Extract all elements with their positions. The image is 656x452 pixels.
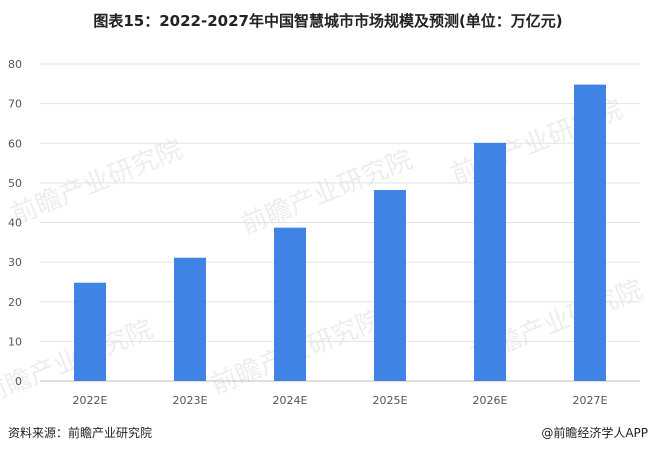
bar-2025E <box>374 190 406 381</box>
source-note: 资料来源：前瞻产业研究院 <box>8 426 153 440</box>
y-tick-label: 80 <box>8 58 22 71</box>
chart-title: 图表15：2022-2027年中国智慧城市市场规模及预测(单位：万亿元) <box>93 12 563 30</box>
x-tick-label: 2024E <box>273 394 308 407</box>
x-tick-label: 2027E <box>573 394 608 407</box>
bar-2024E <box>274 227 306 381</box>
y-tick-label: 40 <box>8 217 22 230</box>
y-tick-label: 10 <box>8 335 22 348</box>
brand-note: @前瞻经济学人APP <box>541 426 648 440</box>
x-tick-label: 2025E <box>373 394 408 407</box>
y-tick-label: 30 <box>8 256 22 269</box>
y-axis-ticks: 0 10 20 30 40 50 60 70 80 <box>8 58 22 388</box>
x-tick-label: 2022E <box>73 394 108 407</box>
bar-2022E <box>74 282 106 381</box>
bar-2023E <box>174 257 206 381</box>
x-axis-ticks: 2022E 2023E 2024E 2025E 2026E 2027E <box>73 394 608 407</box>
y-tick-label: 20 <box>8 296 22 309</box>
grid-lines <box>40 63 640 382</box>
bar-2027E <box>574 84 606 381</box>
x-tick-label: 2023E <box>173 394 208 407</box>
y-tick-label: 0 <box>15 375 22 388</box>
y-tick-label: 60 <box>8 137 22 150</box>
bar-2026E <box>474 142 506 381</box>
y-tick-label: 70 <box>8 98 22 111</box>
bars <box>74 84 606 381</box>
y-tick-label: 50 <box>8 177 22 190</box>
x-tick-label: 2026E <box>473 394 508 407</box>
